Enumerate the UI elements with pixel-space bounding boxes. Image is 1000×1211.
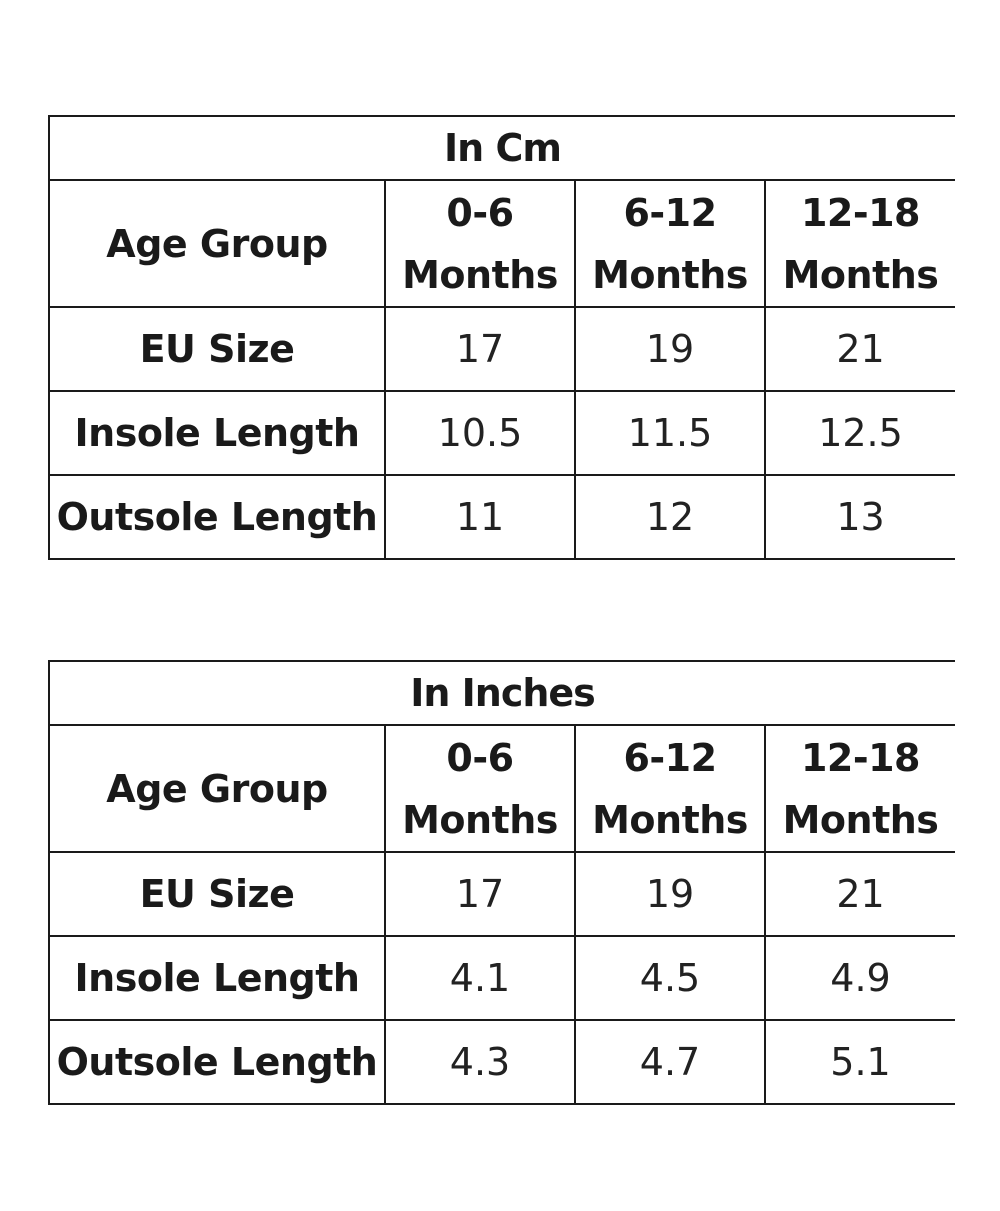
header-age-col-1: 0-6 Months <box>384 179 576 308</box>
table-cell: 4.9 <box>764 935 955 1021</box>
table-row-insole-length: Insole Length 10.5 11.5 12.5 <box>48 390 955 476</box>
table-cell: 19 <box>574 306 766 392</box>
header-age-col-1: 0-6 Months <box>384 724 576 853</box>
table-row-eu-size: EU Size 17 19 21 <box>48 851 955 937</box>
table-cell: 12 <box>574 474 766 560</box>
header-age-unit: Months <box>592 797 748 842</box>
table-cell: 21 <box>764 306 955 392</box>
table-title: In Cm <box>48 115 955 181</box>
table-row-eu-size: EU Size 17 19 21 <box>48 306 955 392</box>
table-header-row: Age Group 0-6 Months 6-12 Months 12-18 M… <box>48 179 955 308</box>
table-header-row: Age Group 0-6 Months 6-12 Months 12-18 M… <box>48 724 955 853</box>
header-age-unit: Months <box>402 252 558 297</box>
header-age-unit: Months <box>402 797 558 842</box>
table-row-insole-length: Insole Length 4.1 4.5 4.9 <box>48 935 955 1021</box>
header-label-age-group: Age Group <box>48 179 386 308</box>
table-cell: 4.5 <box>574 935 766 1021</box>
table-cell: 17 <box>384 851 576 937</box>
size-chart-cm-table: In Cm Age Group 0-6 Months 6-12 Months 1… <box>48 115 955 560</box>
table-row-outsole-length: Outsole Length 4.3 4.7 5.1 <box>48 1019 955 1105</box>
row-label: EU Size <box>48 306 386 392</box>
header-label-age-group: Age Group <box>48 724 386 853</box>
row-label: Insole Length <box>48 935 386 1021</box>
table-cell: 21 <box>764 851 955 937</box>
table-title-row: In Cm <box>48 115 955 181</box>
table-cell: 11.5 <box>574 390 766 476</box>
header-age-col-3: 12-18 Months <box>764 724 955 853</box>
table-cell: 4.7 <box>574 1019 766 1105</box>
header-age-col-2: 6-12 Months <box>574 179 766 308</box>
header-age-range: 6-12 <box>623 735 717 780</box>
row-label: Insole Length <box>48 390 386 476</box>
table-cell: 4.3 <box>384 1019 576 1105</box>
table-cell: 12.5 <box>764 390 955 476</box>
header-age-range: 0-6 <box>446 190 514 235</box>
header-age-col-3: 12-18 Months <box>764 179 955 308</box>
header-age-col-2: 6-12 Months <box>574 724 766 853</box>
table-cell: 10.5 <box>384 390 576 476</box>
table-title-row: In Inches <box>48 660 955 726</box>
header-age-unit: Months <box>782 252 939 297</box>
table-row-outsole-length: Outsole Length 11 12 13 <box>48 474 955 560</box>
header-age-range: 0-6 <box>446 735 514 780</box>
header-age-range: 12-18 <box>800 190 921 235</box>
header-age-unit: Months <box>592 252 748 297</box>
header-age-range: 6-12 <box>623 190 717 235</box>
table-cell: 19 <box>574 851 766 937</box>
table-cell: 4.1 <box>384 935 576 1021</box>
table-cell: 17 <box>384 306 576 392</box>
table-cell: 13 <box>764 474 955 560</box>
header-age-range: 12-18 <box>800 735 921 780</box>
table-cell: 11 <box>384 474 576 560</box>
table-cell: 5.1 <box>764 1019 955 1105</box>
table-title: In Inches <box>48 660 955 726</box>
header-age-unit: Months <box>782 797 939 842</box>
row-label: Outsole Length <box>48 474 386 560</box>
size-chart-inches-table: In Inches Age Group 0-6 Months 6-12 Mont… <box>48 660 955 1105</box>
row-label: EU Size <box>48 851 386 937</box>
row-label: Outsole Length <box>48 1019 386 1105</box>
